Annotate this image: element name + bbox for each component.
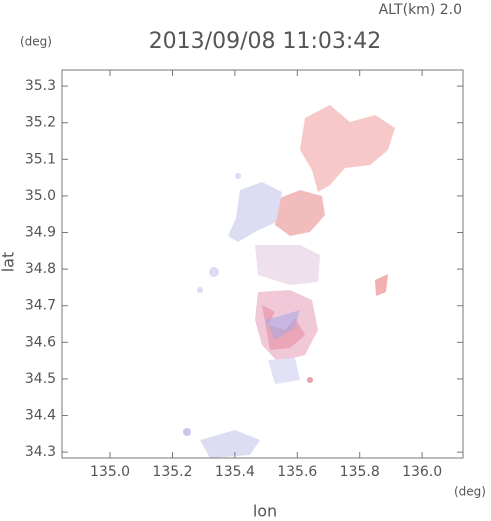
x-unit: (deg)	[454, 485, 486, 499]
x-tick-label: 135.0	[90, 464, 130, 480]
y-unit: (deg)	[20, 35, 52, 49]
x-tick-label: 135.2	[152, 464, 192, 480]
y-tick-label: 34.8	[25, 261, 56, 277]
y-tick-label: 35.3	[25, 78, 56, 94]
y-tick-label: 35.2	[25, 115, 56, 131]
plot-frame	[61, 69, 464, 459]
y-tick-label: 34.7	[25, 298, 56, 314]
altitude-label: ALT(km) 2.0	[379, 2, 462, 18]
y-tick-label: 35.0	[25, 188, 56, 204]
chart-title: 2013/09/08 11:03:42	[149, 29, 382, 54]
y-tick-label: 34.3	[25, 444, 56, 460]
y-tick-label: 34.5	[25, 371, 56, 387]
y-tick-label: 35.1	[25, 151, 56, 167]
x-axis-label: lon	[253, 502, 277, 521]
x-tick-label: 135.4	[215, 464, 255, 480]
y-axis-label: lat	[0, 252, 18, 273]
x-tick-label: 136.0	[402, 464, 442, 480]
y-tick-label: 34.6	[25, 334, 56, 350]
radar-echoes	[183, 105, 395, 458]
y-tick-label: 34.4	[25, 408, 56, 424]
x-tick-label: 135.8	[340, 464, 380, 480]
x-tick-label: 135.6	[277, 464, 317, 480]
y-tick-label: 34.9	[25, 225, 56, 241]
